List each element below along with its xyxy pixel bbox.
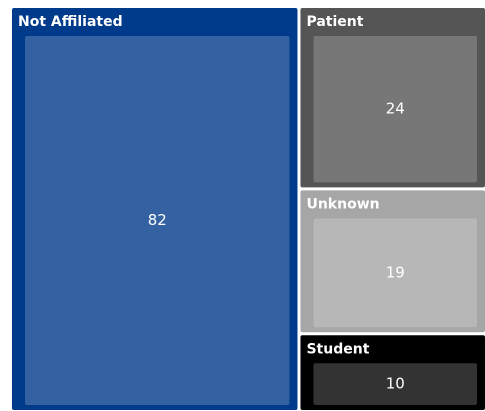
tile-label: Not Affiliated bbox=[18, 14, 123, 30]
value-label: 24 bbox=[386, 100, 405, 118]
value-label: 82 bbox=[148, 211, 167, 229]
tile-inner bbox=[313, 363, 477, 405]
tile-label: Unknown bbox=[306, 196, 379, 212]
tile-label: Patient bbox=[306, 14, 363, 30]
tile bbox=[300, 190, 485, 333]
tile-inner bbox=[25, 36, 290, 405]
tile-label: Student bbox=[306, 341, 369, 357]
tile-inner bbox=[313, 218, 477, 328]
tile bbox=[12, 8, 298, 410]
value-label: 10 bbox=[386, 375, 405, 393]
tile bbox=[300, 8, 485, 188]
tile-inner bbox=[313, 36, 477, 183]
tile bbox=[300, 335, 485, 410]
value-label: 19 bbox=[386, 263, 405, 281]
